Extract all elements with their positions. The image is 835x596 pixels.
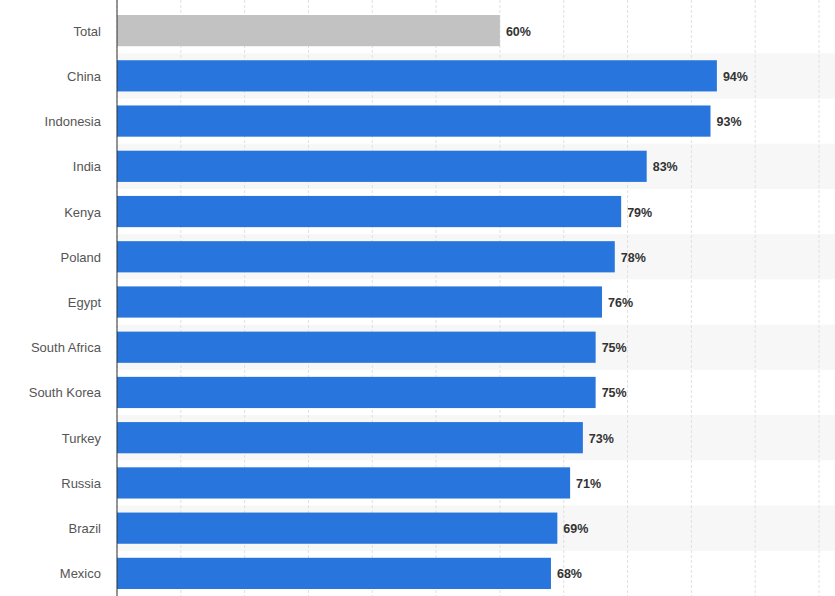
data-label: 75% — [602, 341, 627, 355]
bar — [117, 286, 602, 317]
data-label: 75% — [602, 386, 627, 400]
category-label: Brazil — [68, 521, 101, 536]
data-label: 69% — [563, 522, 588, 536]
data-label: 83% — [653, 160, 678, 174]
row-stripe — [117, 53, 835, 98]
grid-line — [117, 0, 118, 596]
category-label: Egypt — [68, 295, 102, 310]
data-label: 78% — [621, 251, 646, 265]
data-label: 93% — [717, 115, 742, 129]
labels: Total 60% China 94% Indonesia 93% India 83% Keny… — [29, 24, 748, 582]
data-label: 73% — [589, 432, 614, 446]
bar — [117, 558, 551, 589]
axis-line — [117, 0, 118, 596]
data-label: 60% — [506, 25, 531, 39]
chart-root: Total 60% China 94% Indonesia 93% India 83% Keny… — [0, 0, 835, 596]
category-label: Poland — [61, 250, 101, 265]
bar — [117, 332, 596, 363]
bar — [117, 15, 500, 46]
data-label: 94% — [723, 70, 748, 84]
category-label: Russia — [61, 476, 102, 491]
category-label: South Korea — [29, 385, 102, 400]
category-label: Mexico — [60, 566, 101, 581]
bar — [117, 196, 621, 227]
category-label: Turkey — [62, 431, 102, 446]
row-stripe — [117, 415, 835, 460]
grid-line — [819, 0, 820, 596]
category-label: Kenya — [64, 205, 102, 220]
data-label: 76% — [608, 296, 633, 310]
bar — [117, 151, 647, 182]
bar — [117, 513, 557, 544]
category-label: Total — [74, 24, 102, 39]
row-stripe — [117, 506, 835, 551]
row-stripe — [117, 234, 835, 279]
bar — [117, 467, 570, 498]
bar — [117, 60, 717, 91]
grid-line — [755, 0, 756, 596]
row-stripe — [117, 144, 835, 189]
row-stripe — [117, 325, 835, 370]
category-label: Indonesia — [45, 114, 102, 129]
category-label: China — [67, 69, 102, 84]
data-label: 79% — [627, 206, 652, 220]
bar — [117, 105, 711, 136]
chart: Total 60% China 94% Indonesia 93% India 83% Keny… — [0, 0, 835, 596]
bar — [117, 241, 615, 272]
data-label: 68% — [557, 567, 582, 581]
bar — [117, 377, 596, 408]
bars — [117, 15, 717, 589]
category-label: India — [73, 159, 102, 174]
data-label: 71% — [576, 477, 601, 491]
category-label: South Africa — [31, 340, 102, 355]
bar — [117, 422, 583, 453]
